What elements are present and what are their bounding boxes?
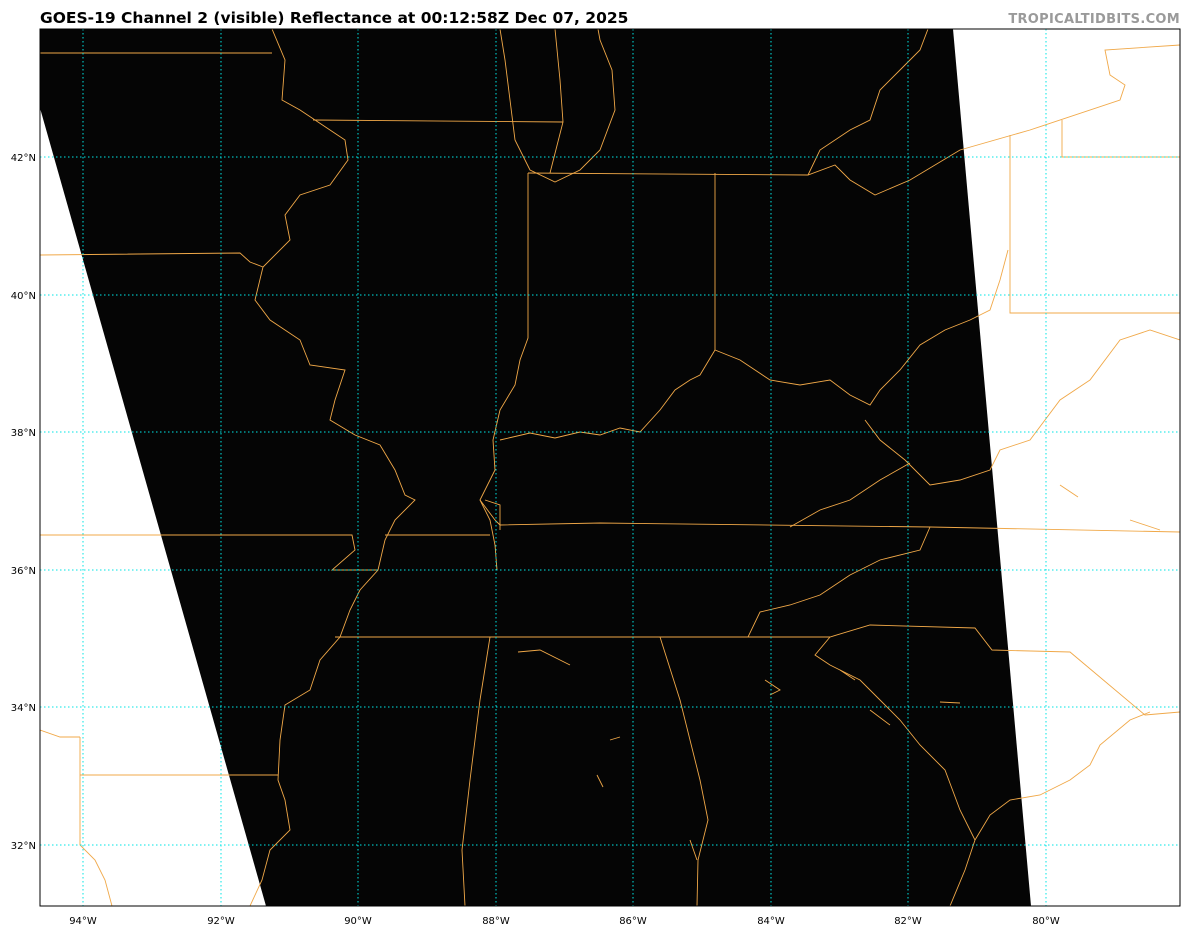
lon-label: 94°W (69, 916, 97, 927)
lon-label: 80°W (1032, 916, 1060, 927)
lat-label: 32°N (11, 841, 36, 852)
lon-label: 84°W (757, 916, 785, 927)
lon-label: 92°W (207, 916, 235, 927)
lat-label: 38°N (11, 428, 36, 439)
lon-label: 90°W (344, 916, 372, 927)
map-frame (39, 28, 1181, 907)
lat-tick-labels: 42°N 40°N 38°N 36°N 34°N 32°N (11, 153, 36, 852)
lon-tick-labels: 94°W 92°W 90°W 88°W 86°W 84°W 82°W 80°W (69, 916, 1060, 927)
lon-label: 86°W (619, 916, 647, 927)
lat-label: 40°N (11, 291, 36, 302)
lat-label: 42°N (11, 153, 36, 164)
lat-label: 36°N (11, 566, 36, 577)
imagery-swath (40, 29, 1031, 906)
lat-label: 34°N (11, 703, 36, 714)
lon-label: 88°W (482, 916, 510, 927)
borders (40, 29, 1180, 906)
watermark: TROPICALTIDBITS.COM (1008, 12, 1180, 27)
map-title: GOES-19 Channel 2 (visible) Reflectance … (40, 9, 629, 27)
lon-label: 82°W (894, 916, 922, 927)
